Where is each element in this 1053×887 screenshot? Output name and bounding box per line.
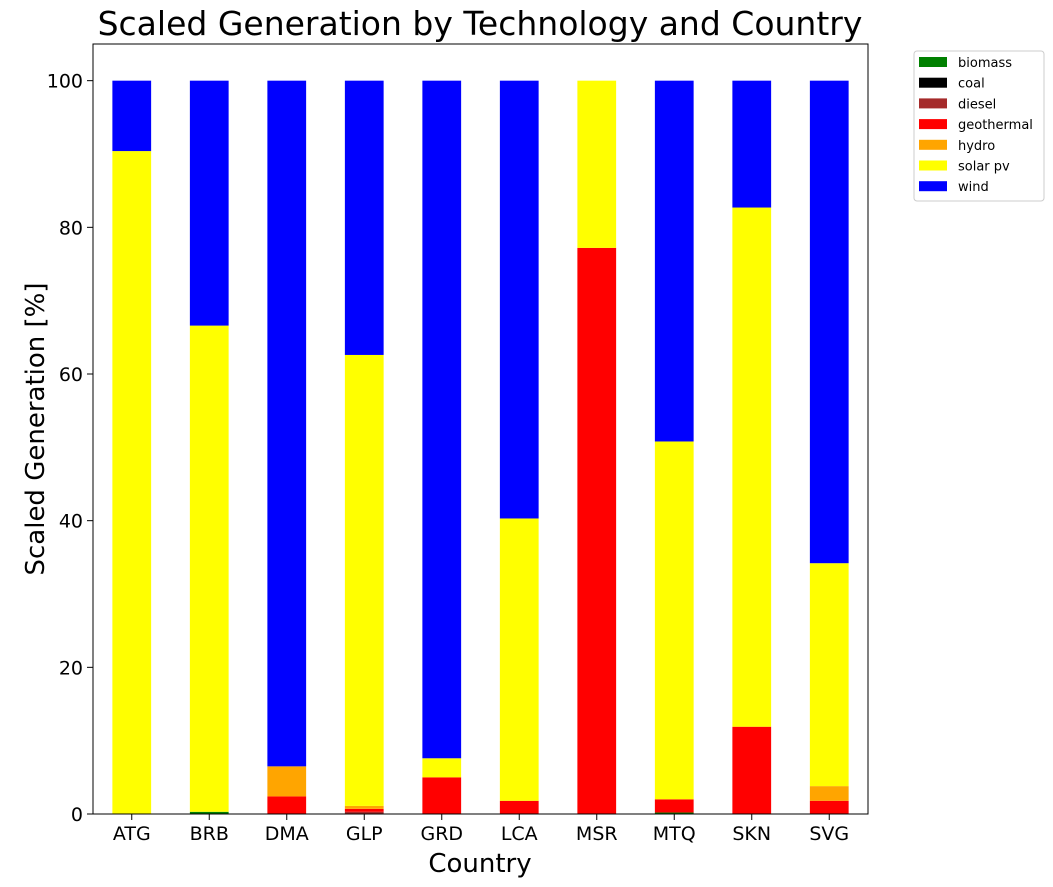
bar-svg-hydro [809, 786, 849, 801]
bar-mtq-solar-pv [654, 441, 694, 800]
y-tick-label: 40 [59, 511, 83, 533]
bar-glp-hydro [344, 805, 384, 809]
legend-label-solar-pv: solar pv [958, 160, 1010, 175]
bar-msr-geothermal [577, 247, 617, 814]
legend: biomass coal diesel geothermal hydro solar pv… [913, 50, 1045, 202]
legend-label-hydro: hydro [958, 139, 995, 154]
x-tick-label: SKN [732, 823, 771, 845]
bar-dma-hydro [267, 766, 307, 797]
bars-layer [112, 80, 849, 814]
y-tick-label: 100 [47, 71, 83, 93]
bar-mtq-biomass [654, 812, 694, 814]
y-tick-label: 20 [59, 657, 83, 679]
bar-svg-solar-pv [809, 563, 849, 787]
y-axis: 0 20 40 60 80 100 [47, 71, 93, 826]
bar-dma-geothermal [267, 796, 307, 814]
legend-swatch-solar-pv [919, 160, 947, 171]
legend-label-wind: wind [958, 180, 989, 195]
bar-skn-solar-pv [732, 207, 772, 727]
x-tick-label: LCA [501, 823, 538, 845]
bar-grd-wind [422, 80, 462, 759]
y-tick-label: 80 [59, 217, 83, 239]
legend-label-coal: coal [958, 77, 985, 92]
x-tick-label: BRB [190, 823, 229, 845]
bar-lca-solar-pv [499, 518, 539, 801]
y-tick-label: 0 [71, 804, 83, 826]
chart-title: Scaled Generation by Technology and Coun… [98, 4, 863, 43]
bar-brb-biomass [189, 811, 229, 814]
legend-swatch-wind [919, 181, 947, 192]
bar-grd-geothermal [422, 777, 462, 814]
bar-skn-wind [732, 80, 772, 208]
x-axis-title: Country [428, 849, 531, 879]
x-axis: ATG BRB DMA GLP GRD LCA MSR MTQ SKN SVG [113, 814, 849, 845]
legend-swatch-biomass [919, 57, 947, 67]
plot-frame [92, 43, 869, 815]
bar-brb-solar-pv [189, 325, 229, 812]
bar-atg-solar-pv [112, 151, 152, 814]
bar-msr-solar-pv [577, 80, 617, 248]
legend-swatch-coal [919, 77, 947, 88]
bar-svg-wind [809, 80, 849, 564]
bar-glp-diesel [344, 811, 384, 814]
legend-swatch-geothermal [919, 119, 947, 130]
bar-lca-wind [499, 80, 539, 519]
bar-glp-geothermal [344, 808, 384, 812]
bar-glp-wind [344, 80, 384, 355]
x-tick-label: GLP [346, 823, 383, 845]
bar-atg-wind [112, 80, 152, 152]
x-tick-label: SVG [809, 823, 849, 845]
x-tick-label: GRD [420, 823, 463, 845]
legend-label-diesel: diesel [958, 97, 996, 112]
y-axis-title: Scaled Generation [%] [21, 282, 51, 575]
x-tick-label: MTQ [653, 823, 696, 845]
x-tick-label: ATG [113, 823, 151, 845]
bar-dma-wind [267, 80, 307, 767]
bar-mtq-geothermal [654, 799, 694, 813]
legend-label-geothermal: geothermal [958, 118, 1033, 133]
x-tick-label: MSR [576, 823, 618, 845]
y-tick-label: 60 [59, 364, 83, 386]
bar-svg-geothermal [809, 800, 849, 814]
x-tick-label: DMA [265, 823, 309, 845]
legend-swatch-hydro [919, 139, 947, 150]
bar-brb-wind [189, 80, 229, 326]
bar-lca-geothermal [499, 800, 539, 814]
bar-skn-geothermal [732, 726, 772, 814]
bar-glp-solar-pv [344, 354, 384, 806]
legend-label-biomass: biomass [958, 56, 1012, 71]
bar-grd-solar-pv [422, 758, 462, 778]
legend-swatch-diesel [919, 98, 947, 109]
bar-mtq-wind [654, 80, 694, 442]
